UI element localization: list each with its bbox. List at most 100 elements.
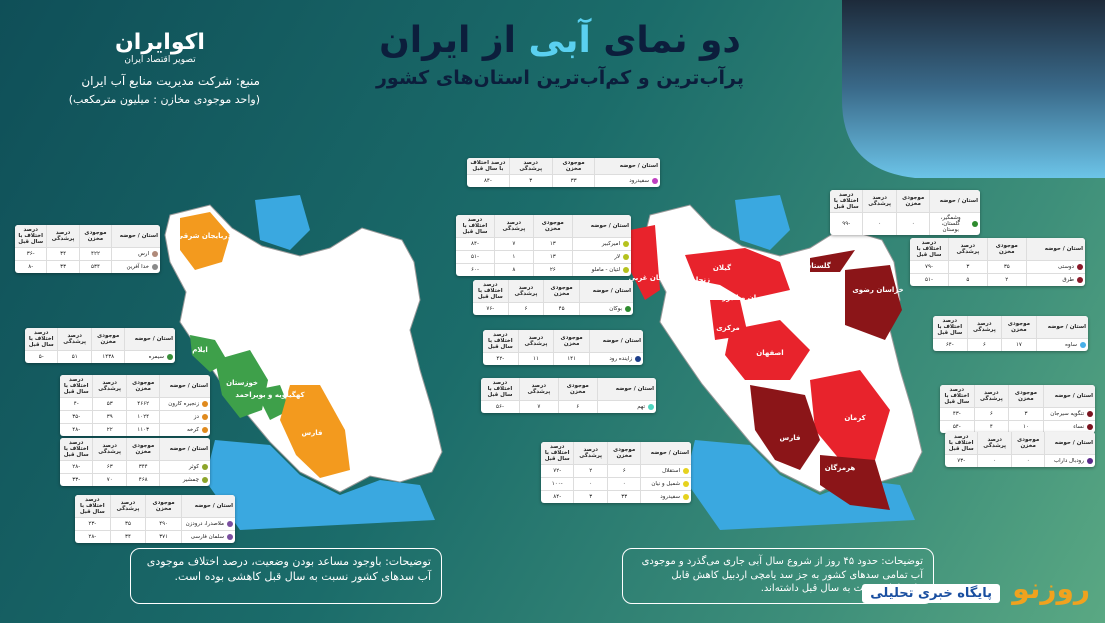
left-map	[164, 195, 443, 530]
cell-text: ۲	[589, 468, 593, 475]
table-cell: ۳۳	[551, 175, 595, 188]
table-cell: چمشیر	[159, 474, 210, 487]
cell-text: سیمره	[148, 354, 164, 361]
header-cell: موجودی مخزن	[557, 378, 597, 401]
table-cell: ۳۴۴	[125, 461, 159, 474]
map-label: فارس	[302, 429, 323, 437]
header-cell: درصد پرشدگی	[573, 442, 606, 465]
cell-text: تنگویه سیرجان	[1050, 411, 1084, 418]
reservoir-table: استان / حوضه موجودی مخزن درصد پرشدگی درصد ا…	[483, 330, 643, 366]
map-label: آذربایجان شرقی	[177, 231, 234, 240]
table-cell: ۳۳	[46, 261, 78, 274]
header-cell: استان / حوضه	[571, 215, 631, 238]
reservoir-table: استان / حوضه موجودی مخزن درصد پرشدگی درصد ا…	[830, 190, 980, 236]
table-row: شمیل و نیان ۰ ۰ -۱۰۰	[541, 478, 691, 492]
table-row: امیرکبیر ۱۳ ۷ -۸۴	[456, 238, 631, 252]
table-cell: ۵۱	[57, 351, 90, 364]
table-cell: -۵۶	[481, 401, 519, 413]
header-cell: موجودی مخزن	[125, 438, 159, 461]
header-cell: استان / حوضه	[578, 280, 633, 303]
table-header: استان / حوضه موجودی مخزن درصد پرشدگی درصد ا…	[933, 316, 1088, 340]
reservoir-table: استان / حوضه موجودی مخزن درصد پرشدگی درصد ا…	[945, 432, 1095, 468]
header-cell: درصد پرشدگی	[977, 432, 1010, 455]
table-row: ساوه ۱۷ ۶ -۶۴	[933, 339, 1088, 352]
table-row: سفیدرود ۳۳ ۳ -۸۴	[467, 175, 660, 188]
header-cell: استان / حوضه	[159, 438, 210, 461]
cell-text: -۵۱	[925, 277, 933, 284]
cell-text: نساء	[1073, 424, 1084, 431]
header-cell: موجودی مخزن	[78, 225, 111, 248]
cell-text: شمیل و نیان	[651, 481, 680, 488]
table-cell: ۱۴۱	[553, 353, 589, 366]
table-cell: ۱۳	[532, 238, 572, 251]
table-header: استان / حوضه موجودی مخزن درصد پرشدگی درصد ا…	[910, 238, 1085, 262]
cell-text: ۳۳	[60, 264, 67, 271]
watermark: روزنو پایگاه خبری تحلیلی	[790, 572, 1090, 616]
header-cell: استان / حوضه	[1042, 385, 1095, 408]
header-cell: درصد پرشدگی	[46, 225, 78, 248]
cell-text: -۴۳	[952, 411, 961, 418]
table-header: استان / حوضه موجودی مخزن درصد پرشدگی درصد ا…	[541, 442, 691, 466]
reservoir-table: استان / حوضه موجودی مخزن درصد پرشدگی درصد ا…	[910, 238, 1085, 287]
table-cell: -۴۳	[940, 408, 974, 420]
table-cell: ۳۵	[109, 518, 146, 531]
cell-text: سفیدرود	[629, 178, 649, 185]
dot	[152, 264, 158, 271]
table-header: استان / حوضه موجودی مخزن درصد پرشدگی درصد ا…	[15, 225, 160, 249]
cell-text: سلمان فارسی	[190, 534, 224, 541]
table-cell: -۴۲	[483, 353, 518, 365]
cell-text: -۳۵	[72, 414, 81, 421]
cell-text: طرق	[1062, 277, 1074, 284]
header-cell: درصد اختلاف با سال قبل	[487, 332, 513, 351]
table-cell: ۱۷	[1001, 339, 1036, 352]
map-label: زنجان	[690, 276, 710, 284]
cell-text: ۶	[524, 306, 528, 313]
table-cell: -۵۱	[910, 274, 948, 286]
cell-text: ۳۹	[106, 414, 113, 421]
header-cell: استان / حوضه	[180, 495, 235, 518]
table-row: لار ۱۳ ۱ -۵۱	[456, 251, 631, 265]
cell-text: دز	[193, 414, 199, 421]
table-cell: ۰	[606, 478, 640, 491]
table-cell: نساء	[1042, 421, 1095, 434]
cell-text: ۰	[911, 221, 915, 228]
header-cell: استان / حوضه	[1035, 316, 1088, 339]
cell-text: ۷	[537, 404, 541, 411]
dot	[623, 254, 629, 261]
dot	[1077, 264, 1083, 271]
cell-text: ۳۴۴	[138, 464, 148, 471]
table-row: تنگویه سیرجان ۳ ۶ -۴۳	[940, 408, 1095, 422]
table-header: استان / حوضه موجودی مخزن درصد پرشدگی درصد ا…	[456, 215, 631, 239]
cell-text: ۶	[576, 404, 580, 411]
dot	[202, 477, 208, 484]
table-header: استان / حوضه موجودی مخزن درصد پرشدگی درصد ا…	[60, 438, 210, 462]
cell-text: وشمگیر، گلستان، بوستان	[940, 215, 961, 234]
header-cell: درصد اختلاف با سال قبل	[18, 227, 44, 246]
table-cell: -۲۸	[60, 461, 92, 473]
table-cell: ۲	[573, 465, 606, 478]
header-cell: درصد اختلاف با سال قبل	[477, 282, 503, 301]
watermark-tagline: پایگاه خبری تحلیلی	[862, 584, 1000, 603]
table-cell: ۴۵	[543, 303, 579, 316]
header-cell: استان / حوضه	[111, 225, 160, 248]
table-cell: -۳۵	[60, 411, 92, 423]
right-map	[630, 195, 923, 530]
table-cell: سیمره	[124, 351, 175, 364]
dot	[202, 427, 208, 434]
table-cell: -۳۳	[60, 474, 92, 486]
header-cell: استان / حوضه	[159, 375, 210, 398]
header-cell: درصد اختلاف با سال قبل	[79, 497, 105, 516]
cell-text: دوستی	[1058, 264, 1074, 271]
table-cell: ۳	[508, 175, 552, 188]
cell-text: ۰	[1026, 458, 1030, 465]
cell-text: ۲۲	[106, 427, 113, 434]
table-cell: ۶	[606, 465, 640, 478]
header-cell: درصد اختلاف با سال قبل	[944, 387, 970, 406]
header-cell: موجودی مخزن	[553, 330, 589, 353]
map-label: فارس	[780, 434, 801, 442]
table-cell: -۵۴	[940, 421, 974, 433]
cell-text: ۱۱	[533, 356, 539, 363]
header-cell: درصد پرشدگی	[517, 330, 554, 353]
cell-text: -۹۹	[842, 221, 851, 228]
